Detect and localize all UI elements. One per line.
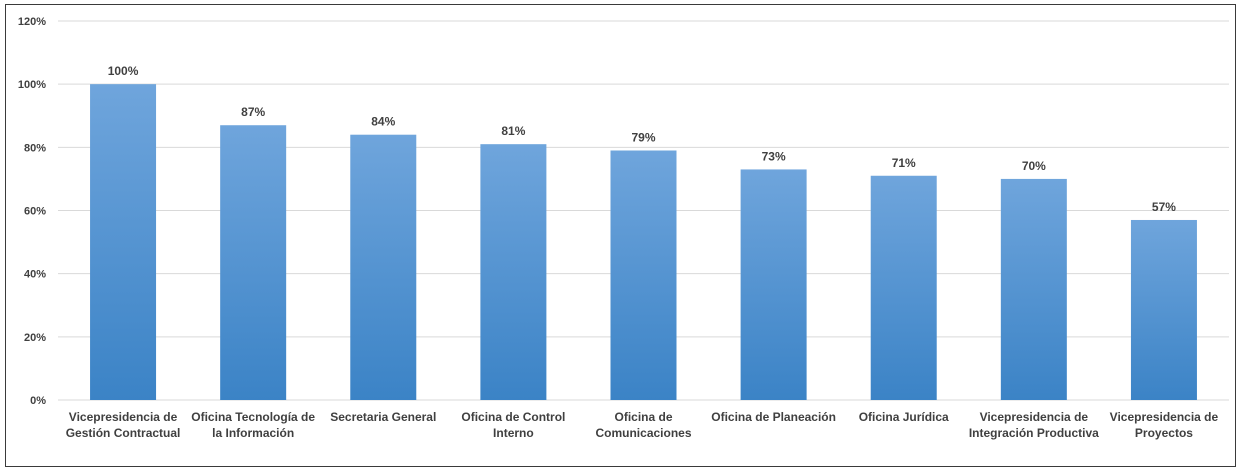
- y-tick-label: 20%: [24, 332, 46, 344]
- category-label: Oficina de Comunicaciones: [595, 410, 691, 440]
- bar: [90, 84, 157, 401]
- bar-chart: 0% 20% 40% 60% 80% 100% 120% 100% 87% 84% 81% 79% 7…: [18, 16, 1229, 440]
- category-label-line: Oficina de Control: [461, 410, 565, 424]
- category-label-line: Gestión Contractual: [66, 426, 181, 440]
- category-label-line: Proyectos: [1135, 426, 1193, 440]
- category-label: Oficina de Planeación: [711, 410, 836, 424]
- data-label: 100%: [108, 64, 139, 78]
- category-label-line: la Información: [212, 426, 294, 440]
- bar: [480, 144, 547, 400]
- category-label-line: Comunicaciones: [595, 426, 691, 440]
- bar: [350, 134, 417, 400]
- y-axis-ticks: 0% 20% 40% 60% 80% 100% 120%: [18, 16, 46, 407]
- data-label: 79%: [631, 130, 655, 144]
- bar: [1000, 178, 1067, 400]
- chart-frame: 0% 20% 40% 60% 80% 100% 120% 100% 87% 84% 81% 79% 7…: [5, 4, 1236, 467]
- category-label-line: Vicepresidencia de: [1110, 410, 1219, 424]
- data-label: 57%: [1152, 200, 1176, 214]
- y-tick-label: 40%: [24, 269, 46, 281]
- category-label-line: Secretaria General: [330, 410, 436, 424]
- category-label: Oficina Tecnología de la Información: [191, 410, 315, 440]
- category-label: Secretaria General: [330, 410, 436, 424]
- category-label: Oficina de Control Interno: [461, 410, 565, 440]
- y-tick-label: 120%: [18, 16, 46, 28]
- category-label-line: Integración Productiva: [969, 426, 1099, 440]
- y-tick-label: 0%: [30, 395, 46, 407]
- y-tick-label: 60%: [24, 206, 46, 218]
- data-label: 71%: [892, 156, 916, 170]
- category-label-line: Oficina Tecnología de: [191, 410, 315, 424]
- data-label: 70%: [1022, 159, 1046, 173]
- data-label: 81%: [501, 124, 525, 138]
- category-label-line: Vicepresidencia de: [980, 410, 1089, 424]
- bar: [1130, 219, 1197, 400]
- category-label-line: Interno: [493, 426, 534, 440]
- bar: [610, 150, 677, 400]
- bars: [90, 84, 1197, 401]
- bar: [740, 169, 807, 400]
- bar: [870, 175, 937, 400]
- data-label: 73%: [762, 149, 786, 163]
- category-label: Vicepresidencia de Gestión Contractual: [66, 410, 181, 440]
- y-tick-label: 80%: [24, 142, 46, 154]
- category-label: Vicepresidencia de Integración Productiva: [969, 410, 1099, 440]
- y-tick-label: 100%: [18, 79, 46, 91]
- category-label-line: Vicepresidencia de: [69, 410, 178, 424]
- data-label: 84%: [371, 115, 395, 129]
- category-label-line: Oficina Jurídica: [859, 410, 949, 424]
- data-label: 87%: [241, 105, 265, 119]
- category-label-line: Oficina de Planeación: [711, 410, 836, 424]
- category-label: Vicepresidencia de Proyectos: [1110, 410, 1219, 440]
- category-labels: Vicepresidencia de Gestión Contractual Ofi…: [66, 410, 1219, 440]
- category-label-line: Oficina de: [614, 410, 672, 424]
- data-labels: 100% 87% 84% 81% 79% 73% 71% 70% 57%: [108, 64, 1177, 214]
- category-label: Oficina Jurídica: [859, 410, 949, 424]
- bar: [220, 125, 287, 400]
